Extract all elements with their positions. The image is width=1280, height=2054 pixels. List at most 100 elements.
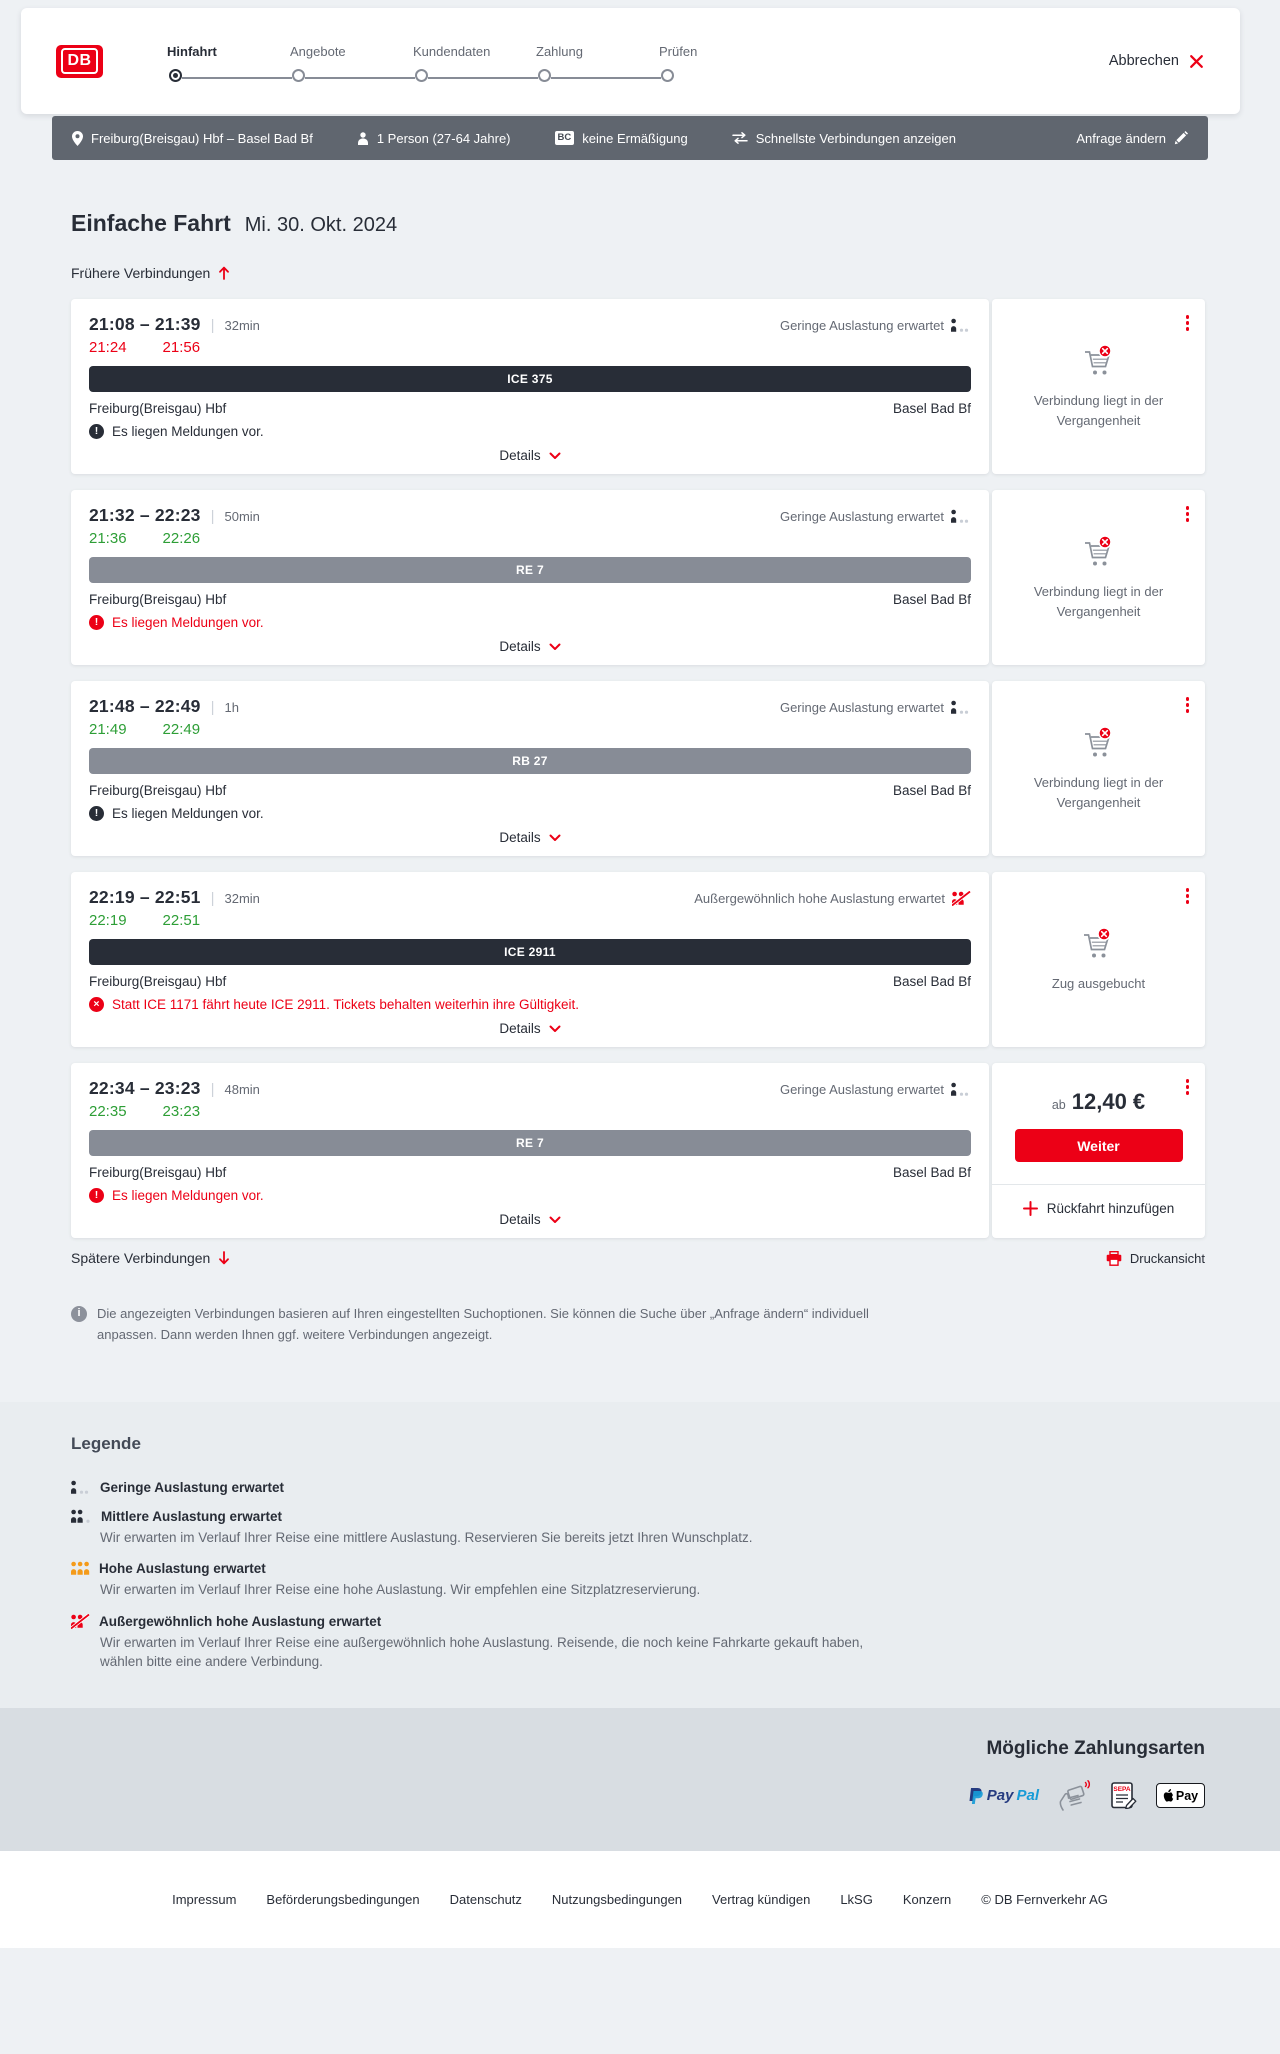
- svg-text:SEPA: SEPA: [1113, 1786, 1131, 1793]
- cancel-button[interactable]: Abbrechen: [1109, 53, 1204, 69]
- results-section: Einfache Fahrt Mi. 30. Okt. 2024 Frühere…: [71, 210, 1205, 1402]
- cart-unavailable-icon: [1084, 535, 1112, 566]
- occupancy-low-icon: [951, 509, 971, 524]
- station-from: Freiburg(Breisgau) Hbf: [89, 783, 227, 798]
- footer-link[interactable]: Beförderungsbedingungen: [266, 1892, 420, 1908]
- later-connections-label: Spätere Verbindungen: [71, 1250, 211, 1266]
- realtime-departure: 21:36: [89, 530, 127, 547]
- occupancy-low-icon: [71, 1480, 91, 1495]
- occupancy-label: Geringe Auslastung erwartet: [779, 318, 944, 333]
- apple-pay-icon: Pay: [1156, 1783, 1205, 1809]
- connection-side-panel: Verbindung liegt in der Vergangenheit: [992, 299, 1205, 474]
- connection-main[interactable]: 22:34 – 23:23 | 48min Geringe Auslastung…: [71, 1063, 989, 1238]
- legend-section: Legende Geringe Auslastung erwartet Mitt…: [0, 1401, 1280, 1709]
- details-label: Details: [499, 448, 541, 463]
- connection-duration: 48min: [224, 1082, 260, 1097]
- message-text: Statt ICE 1171 fährt heute ICE 2911. Tic…: [112, 997, 580, 1012]
- occupancy-label: Außergewöhnlich hohe Auslastung erwartet: [694, 891, 945, 906]
- earlier-connections-label: Frühere Verbindungen: [71, 265, 211, 281]
- cart-unavailable-icon: [1084, 927, 1112, 958]
- connection-side-panel: Zug ausgebucht: [992, 872, 1205, 1047]
- connection-duration: 32min: [224, 891, 260, 906]
- cart-unavailable-icon: [1084, 726, 1112, 757]
- stepper-step[interactable]: Angebote: [290, 44, 415, 82]
- connection-main[interactable]: 21:32 – 22:23 | 50min Geringe Auslastung…: [71, 490, 989, 665]
- price-amount: 12,40 €: [1071, 1089, 1146, 1114]
- connection-side-panel: Verbindung liegt in der Vergangenheit: [992, 681, 1205, 856]
- connection-side-panel: ab 12,40 € Weiter Rückfahrt hinzufügen: [992, 1063, 1205, 1238]
- footer-link[interactable]: Vertrag kündigen: [712, 1892, 811, 1908]
- details-button[interactable]: Details: [89, 1021, 971, 1036]
- legend-item: Außergewöhnlich hohe Auslastung erwartet…: [71, 1614, 1205, 1672]
- connection-duration: 1h: [224, 700, 239, 715]
- realtime-arrival: 22:51: [162, 912, 201, 929]
- summary-sort-toggle[interactable]: Schnellste Verbindungen anzeigen: [732, 131, 956, 146]
- more-menu-button[interactable]: [1182, 693, 1194, 717]
- more-menu-button[interactable]: [1182, 884, 1194, 908]
- connection-times: 22:19 – 22:51: [89, 887, 201, 907]
- paypal-p-icon: [969, 1787, 983, 1804]
- swap-arrows-icon: [732, 132, 748, 144]
- change-request-button[interactable]: Anfrage ändern: [1076, 131, 1188, 146]
- later-connections-link[interactable]: Spätere Verbindungen: [71, 1250, 230, 1266]
- footer-link[interactable]: Konzern: [902, 1892, 952, 1908]
- print-view-label: Druckansicht: [1129, 1250, 1205, 1266]
- header: DB Hinfahrt Angebote Kundendaten Zahlung…: [21, 8, 1240, 114]
- location-pin-icon: [72, 130, 83, 146]
- footer-link[interactable]: Nutzungsbedingungen: [551, 1892, 683, 1908]
- occupancy-label: Geringe Auslastung erwartet: [779, 1082, 944, 1097]
- add-return-button[interactable]: Rückfahrt hinzufügen: [992, 1185, 1205, 1231]
- more-menu-button[interactable]: [1182, 502, 1194, 526]
- search-summary-bar: Freiburg(Breisgau) Hbf – Basel Bad Bf 1 …: [52, 116, 1208, 160]
- details-label: Details: [499, 639, 541, 654]
- arrow-down-icon: [219, 1251, 230, 1265]
- occupancy-indicator: Geringe Auslastung erwartet: [780, 318, 971, 333]
- connection-duration: 50min: [224, 509, 260, 524]
- details-label: Details: [499, 1212, 541, 1227]
- footer-link[interactable]: LkSG: [840, 1892, 873, 1908]
- stepper-step-label: Prüfen: [659, 44, 698, 59]
- print-view-button[interactable]: Druckansicht: [1106, 1250, 1205, 1266]
- more-menu-button[interactable]: [1182, 311, 1194, 335]
- details-button[interactable]: Details: [89, 639, 971, 654]
- more-menu-button[interactable]: [1182, 1075, 1194, 1099]
- connection-side-panel: Verbindung liegt in der Vergangenheit: [992, 490, 1205, 665]
- stepper-step[interactable]: Zahlung: [536, 44, 661, 82]
- db-logo-text: DB: [61, 48, 98, 74]
- details-button[interactable]: Details: [89, 830, 971, 845]
- connection-card: 21:08 – 21:39 | 32min Geringe Auslastung…: [71, 299, 1205, 474]
- station-to: Basel Bad Bf: [892, 401, 971, 416]
- realtime-arrival: 22:49: [162, 721, 201, 738]
- train-label-bar: RE 7: [89, 1130, 971, 1156]
- weiter-button[interactable]: Weiter: [1014, 1129, 1183, 1162]
- page-title: Einfache Fahrt: [71, 210, 231, 236]
- stepper-step[interactable]: Kundendaten: [413, 44, 538, 82]
- cancel-label: Abbrechen: [1108, 53, 1179, 69]
- details-button[interactable]: Details: [89, 1212, 971, 1227]
- side-status-text: Zug ausgebucht: [1051, 975, 1146, 991]
- connection-main[interactable]: 21:08 – 21:39 | 32min Geringe Auslastung…: [71, 299, 989, 474]
- connection-times: 21:48 – 22:49: [89, 696, 201, 716]
- chevron-down-icon: [549, 643, 561, 650]
- legend-item: Hohe Auslastung erwartet Wir erwarten im…: [71, 1561, 1205, 1600]
- footer-link[interactable]: Impressum: [172, 1892, 237, 1908]
- station-from: Freiburg(Breisgau) Hbf: [89, 401, 227, 416]
- stepper-step[interactable]: Prüfen: [659, 44, 782, 82]
- separator: |: [210, 508, 215, 525]
- occupancy-indicator: Geringe Auslastung erwartet: [780, 509, 971, 524]
- connection-main[interactable]: 22:19 – 22:51 | 32min Außergewöhnlich ho…: [71, 872, 989, 1047]
- occupancy-indicator: Geringe Auslastung erwartet: [780, 1082, 971, 1097]
- db-logo-icon: DB: [56, 44, 103, 78]
- summary-passenger: 1 Person (27-64 Jahre): [357, 131, 511, 146]
- realtime-departure: 21:24: [89, 339, 127, 356]
- earlier-connections-link[interactable]: Frühere Verbindungen: [71, 265, 230, 281]
- details-button[interactable]: Details: [89, 448, 971, 463]
- connection-main[interactable]: 21:48 – 22:49 | 1h Geringe Auslastung er…: [71, 681, 989, 856]
- stepper-step[interactable]: Hinfahrt: [167, 44, 292, 82]
- stepper-step-dot-icon: [415, 69, 428, 82]
- footer-link[interactable]: Datenschutz: [449, 1892, 522, 1908]
- footer-link[interactable]: © DB Fernverkehr AG: [981, 1892, 1108, 1908]
- station-to: Basel Bad Bf: [892, 1165, 971, 1180]
- occupancy-high-icon: [71, 1561, 90, 1576]
- pencil-icon: [1174, 131, 1188, 145]
